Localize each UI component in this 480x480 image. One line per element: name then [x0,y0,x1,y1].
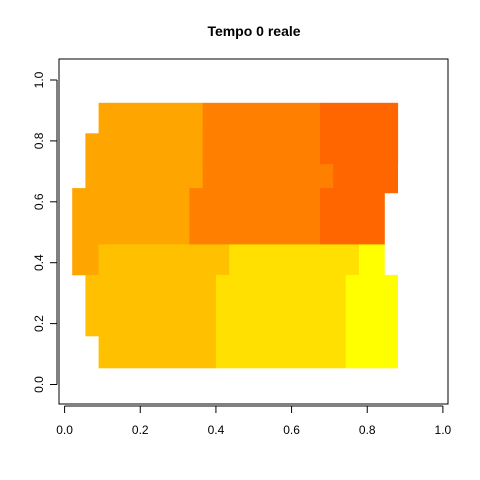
x-tick-label: 0.4 [208,423,225,437]
heatmap-cell [345,274,398,369]
x-tick-label: 0.6 [283,423,300,437]
y-tick-label: 0.4 [32,254,46,271]
chart-title: Tempo 0 reale [207,23,300,39]
x-tick-label: 0.2 [132,423,149,437]
heatmap-cell [98,244,230,276]
heatmap-cell [358,244,385,276]
y-axis: 0.0 0.2 0.4 0.6 0.8 1.0 [32,71,58,393]
plot-frame [58,58,449,405]
heatmap-cells [72,102,399,369]
heatmap-cell [85,133,100,194]
y-tick-label: 0.2 [32,315,46,332]
heatmap-cell [72,244,100,276]
heatmap-cell [333,133,398,194]
heatmap-cell [85,274,217,337]
x-tick-label: 1.0 [435,423,452,437]
y-tick-label: 0.0 [32,376,46,393]
y-tick-label: 1.0 [32,71,46,88]
heatmap-cell [98,335,217,369]
y-tick-label: 0.8 [32,132,46,149]
x-axis: 0.0 0.2 0.4 0.6 0.8 1.0 [56,405,452,437]
x-tick-label: 0.8 [359,423,376,437]
heatmap-cell [98,102,204,194]
heatmap-cell [215,274,347,369]
heatmap-cell [202,133,334,194]
heatmap-cell [189,188,321,245]
heatmap-cell [72,188,190,245]
x-tick-label: 0.0 [56,423,73,437]
heatmap-cell [229,244,360,276]
y-tick-label: 0.6 [32,193,46,210]
heatmap-cell [320,188,385,245]
